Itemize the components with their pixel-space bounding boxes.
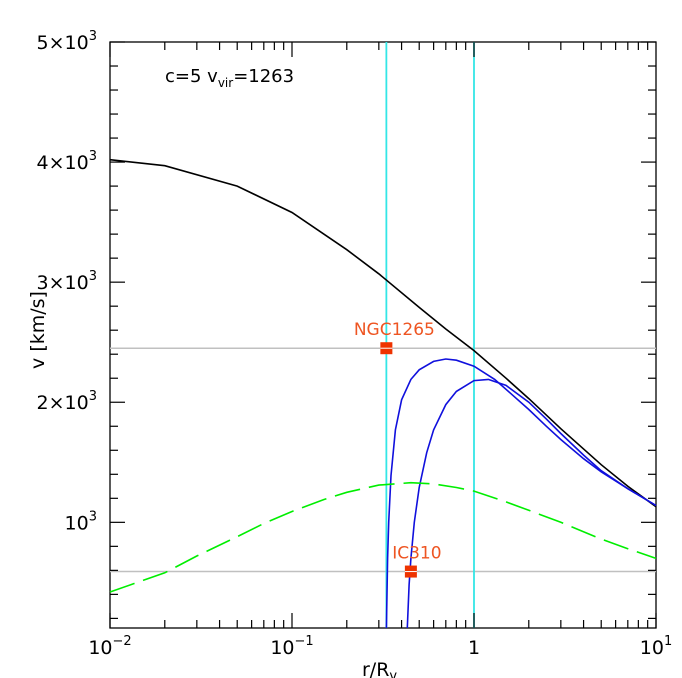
y-axis-label: v [km/s]	[27, 291, 49, 369]
y-tick-label-3: 4×103	[37, 149, 97, 174]
x-tick-label-1: 10−1	[270, 634, 313, 659]
x-axis-label-subscript: v	[389, 669, 397, 678]
series-line-0	[109, 158, 657, 508]
y-tick-label-1: 2×103	[37, 389, 97, 414]
y-tick-label-4: 5×103	[37, 29, 97, 54]
plot-frame	[109, 41, 657, 629]
series-line-1	[385, 358, 657, 629]
series-line-3	[109, 481, 657, 593]
annotation-subscript: vir	[218, 76, 233, 90]
y-tick-label-2: 3×103	[37, 269, 97, 294]
series-group	[109, 158, 657, 629]
x-tick-label-0: 10−2	[88, 634, 131, 659]
series-line-2	[406, 378, 657, 629]
axis-ticks	[109, 41, 657, 628]
x-tick-label-2: 1	[468, 637, 480, 659]
annotation: c=5 vvir=1263	[165, 66, 294, 90]
data-point-label-1: IC310	[392, 544, 441, 564]
y-tick-label-0: 103	[65, 509, 97, 534]
plot-area	[109, 41, 657, 629]
data-point-label-0: NGC1265	[354, 320, 435, 340]
axis-tick-labels: 10−2 10−1 1 101 103 2×103 3×103 4×103 5×103	[37, 29, 673, 659]
data-points: NGC1265 IC310	[354, 320, 442, 578]
x-axis-label: r/Rv	[362, 659, 397, 678]
x-tick-label-3: 101	[640, 634, 672, 659]
